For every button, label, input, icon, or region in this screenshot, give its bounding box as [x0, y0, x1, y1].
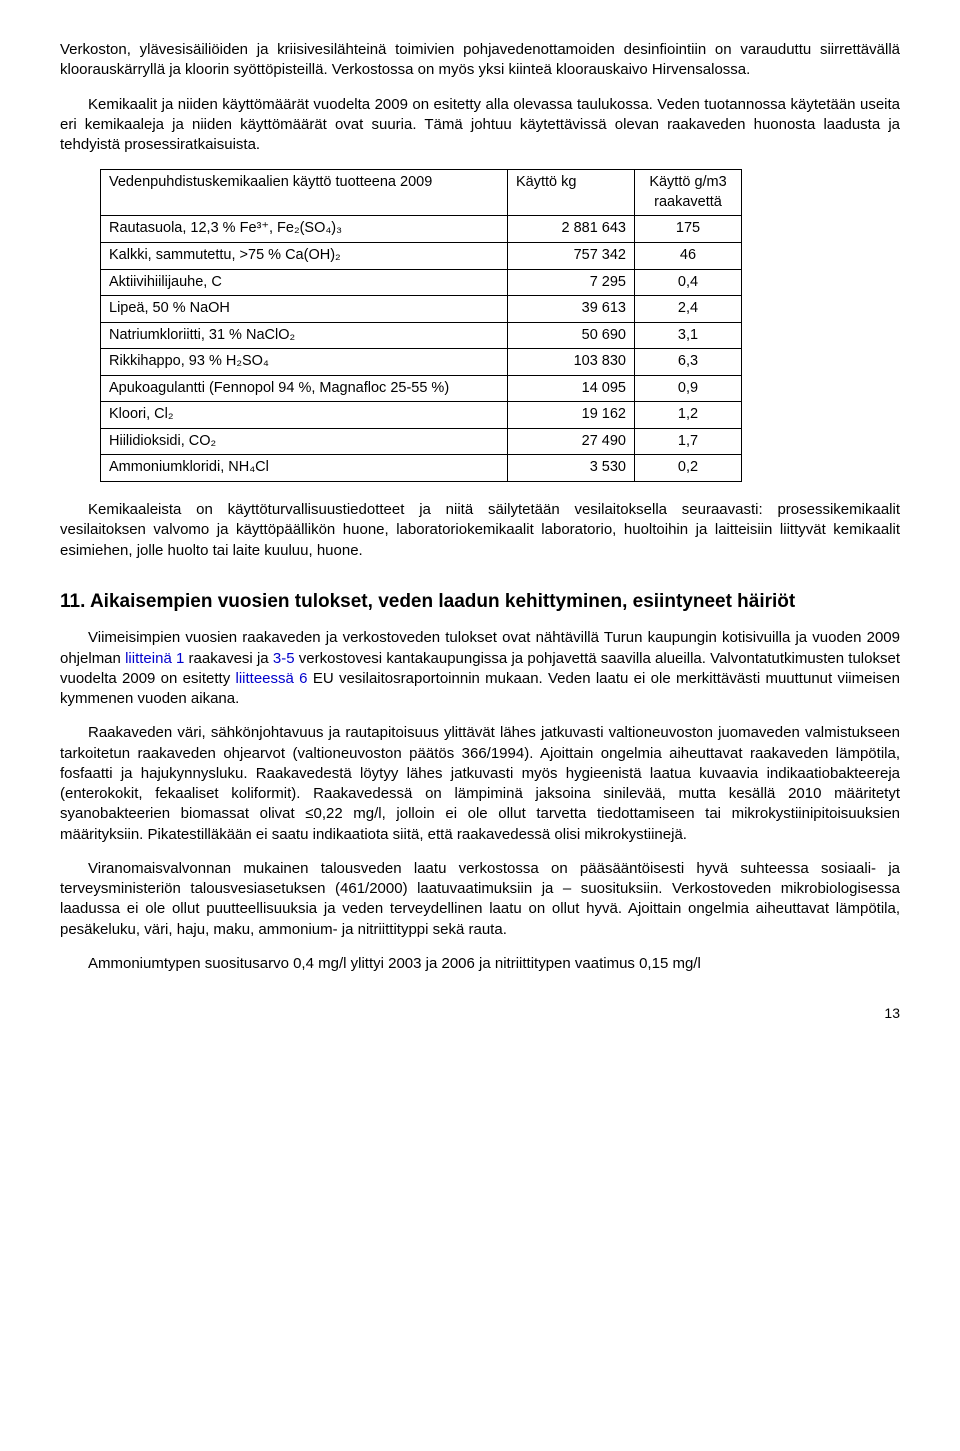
paragraph-6: Viranomaisvalvonnan mukainen talousveden…	[60, 859, 900, 940]
paragraph-1: Verkoston, ylävesisäiliöiden ja kriisive…	[60, 40, 900, 81]
link-liite-6[interactable]: liitteessä 6	[236, 670, 308, 687]
usage-gm3: 6,3	[635, 349, 742, 376]
table-row: Lipeä, 50 % NaOH39 6132,4	[101, 296, 742, 323]
usage-kg: 14 095	[508, 375, 635, 402]
usage-kg: 39 613	[508, 296, 635, 323]
table-row: Apukoagulantti (Fennopol 94 %, Magnafloc…	[101, 375, 742, 402]
table-row: Kalkki, sammutettu, >75 % Ca(OH)₂757 342…	[101, 242, 742, 269]
chemical-name: Rikkihappo, 93 % H₂SO₄	[101, 349, 508, 376]
chemical-name: Kalkki, sammutettu, >75 % Ca(OH)₂	[101, 242, 508, 269]
table-row: Kloori, Cl₂19 1621,2	[101, 402, 742, 429]
chemical-name: Natriumkloriitti, 31 % NaClO₂	[101, 322, 508, 349]
paragraph-5: Raakaveden väri, sähkönjohtavuus ja raut…	[60, 723, 900, 845]
chemical-name: Apukoagulantti (Fennopol 94 %, Magnafloc…	[101, 375, 508, 402]
usage-kg: 103 830	[508, 349, 635, 376]
usage-gm3: 2,4	[635, 296, 742, 323]
table-row: Hiilidioksidi, CO₂27 4901,7	[101, 428, 742, 455]
usage-kg: 27 490	[508, 428, 635, 455]
chemical-name: Ammoniumkloridi, NH₄Cl	[101, 455, 508, 482]
table-row: Natriumkloriitti, 31 % NaClO₂50 6903,1	[101, 322, 742, 349]
usage-kg: 3 530	[508, 455, 635, 482]
chemical-name: Kloori, Cl₂	[101, 402, 508, 429]
usage-gm3: 1,2	[635, 402, 742, 429]
table-header-gm3: Käyttö g/m3 raakavettä	[635, 170, 742, 216]
usage-kg: 19 162	[508, 402, 635, 429]
usage-kg: 757 342	[508, 242, 635, 269]
paragraph-2: Kemikaalit ja niiden käyttömäärät vuodel…	[60, 95, 900, 156]
page-number: 13	[60, 1004, 900, 1023]
table-row: Rautasuola, 12,3 % Fe³⁺, Fe₂(SO₄)₃2 881 …	[101, 216, 742, 243]
usage-gm3: 175	[635, 216, 742, 243]
table-header-kg: Käyttö kg	[508, 170, 635, 216]
paragraph-3: Kemikaaleista on käyttöturvallisuustiedo…	[60, 500, 900, 561]
usage-gm3: 46	[635, 242, 742, 269]
section-heading-11: 11. Aikaisempien vuosien tulokset, veden…	[60, 589, 900, 615]
usage-gm3: 1,7	[635, 428, 742, 455]
chemicals-table: Vedenpuhdistuskemikaalien käyttö tuottee…	[100, 169, 742, 482]
chemical-name: Aktiivihiilijauhe, C	[101, 269, 508, 296]
usage-kg: 7 295	[508, 269, 635, 296]
usage-gm3: 3,1	[635, 322, 742, 349]
usage-gm3: 0,2	[635, 455, 742, 482]
usage-gm3: 0,9	[635, 375, 742, 402]
table-header-name: Vedenpuhdistuskemikaalien käyttö tuottee…	[101, 170, 508, 216]
usage-kg: 50 690	[508, 322, 635, 349]
chemical-name: Lipeä, 50 % NaOH	[101, 296, 508, 323]
table-row: Aktiivihiilijauhe, C7 2950,4	[101, 269, 742, 296]
paragraph-7: Ammoniumtypen suositusarvo 0,4 mg/l ylit…	[60, 954, 900, 974]
table-row: Ammoniumkloridi, NH₄Cl3 5300,2	[101, 455, 742, 482]
chemical-name: Hiilidioksidi, CO₂	[101, 428, 508, 455]
usage-kg: 2 881 643	[508, 216, 635, 243]
table-row: Rikkihappo, 93 % H₂SO₄103 8306,3	[101, 349, 742, 376]
para4-text-b: raakavesi ja	[184, 650, 273, 667]
usage-gm3: 0,4	[635, 269, 742, 296]
link-liite-3-5[interactable]: 3-5	[273, 650, 295, 667]
paragraph-4: Viimeisimpien vuosien raakaveden ja verk…	[60, 628, 900, 709]
chemical-name: Rautasuola, 12,3 % Fe³⁺, Fe₂(SO₄)₃	[101, 216, 508, 243]
link-liite-1[interactable]: liitteinä 1	[125, 650, 184, 667]
